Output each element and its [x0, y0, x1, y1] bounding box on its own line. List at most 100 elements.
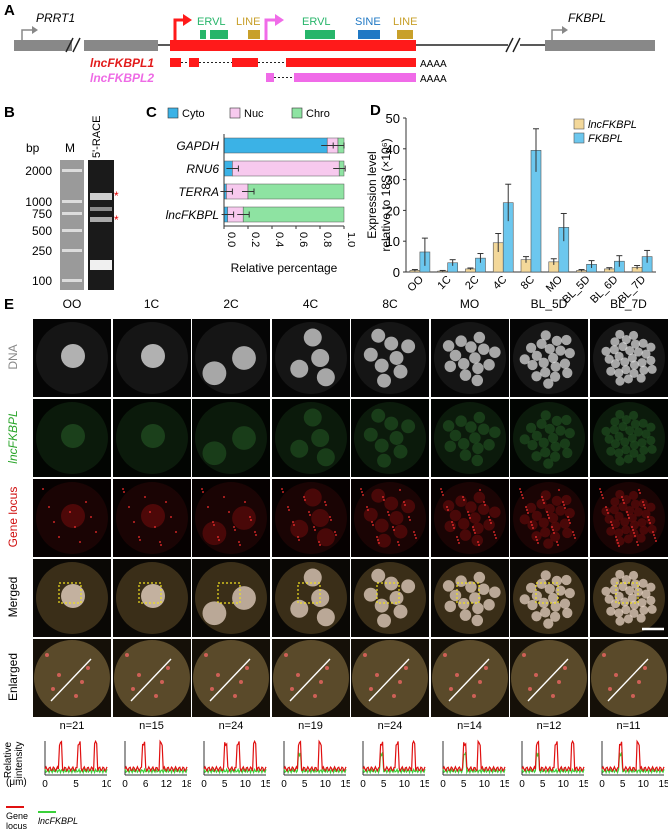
locus-spot — [651, 531, 654, 533]
locus-spot — [573, 534, 575, 536]
image-render-4c-3 — [274, 562, 347, 634]
break-mark-1b — [72, 37, 81, 53]
nucleus — [202, 601, 227, 626]
locus-spot — [127, 506, 130, 508]
nucleus — [464, 581, 477, 593]
nucleus — [459, 609, 471, 621]
y-tick-label-30: 30 — [386, 173, 400, 188]
nucleus — [536, 498, 547, 510]
nucleus — [525, 342, 537, 354]
locus-spot — [392, 694, 396, 698]
nucleus — [544, 423, 555, 434]
nucleus — [531, 430, 542, 442]
locus-spot — [369, 687, 373, 691]
locus-spot — [80, 680, 84, 684]
image-enlarged-4c — [271, 639, 350, 717]
race-band-3 — [90, 217, 112, 222]
locus-spot — [324, 504, 327, 506]
nucleus — [363, 347, 378, 362]
nucleus — [459, 369, 471, 381]
nucleus — [628, 490, 638, 500]
nucleus — [638, 418, 648, 428]
profile-x-tick-15: 15 — [658, 779, 668, 790]
locus-spot — [334, 534, 337, 536]
nucleus — [627, 513, 637, 523]
column-label-bl_5d: BL_5D — [530, 297, 568, 311]
nucleus — [604, 594, 614, 604]
locus-spot — [360, 488, 362, 490]
nucleus — [202, 441, 227, 466]
profile-plot-8c: 0 5 10 15 — [360, 739, 431, 790]
locus-spot — [42, 488, 44, 490]
x-tick-label-2c: 2C — [463, 274, 481, 292]
nucleus — [627, 433, 637, 443]
image-render-bl_7d-3 — [592, 562, 665, 634]
image-render-2c-0 — [195, 322, 267, 394]
category-label-rnu6: RNU6 — [186, 162, 219, 176]
locus-spot — [633, 535, 636, 537]
embryo-outline — [195, 402, 267, 474]
fkbpl-arrow-icon — [551, 29, 562, 40]
image-render-8c-1 — [354, 402, 426, 474]
locus-spot — [233, 694, 237, 698]
locus-spot — [551, 526, 553, 528]
nucleus — [401, 579, 416, 594]
polya-tail-lnc1: AAAA — [420, 59, 447, 70]
locus-spot — [53, 521, 55, 523]
nucleus — [547, 592, 559, 604]
image-render-8c-4 — [352, 640, 428, 716]
locus-spot — [439, 488, 442, 490]
profile-x-tick-12: 12 — [160, 779, 172, 790]
nucleus — [531, 451, 542, 462]
nucleus — [384, 576, 399, 591]
nucleus — [630, 499, 640, 509]
profile-line — [606, 658, 649, 702]
locus-spot — [413, 531, 415, 533]
nucleus — [310, 349, 329, 367]
nucleus — [471, 522, 484, 535]
nucleus — [629, 600, 639, 610]
locus-spot — [487, 516, 490, 518]
nucleus — [61, 344, 85, 368]
profile-legend-label-0: Gene locus — [6, 811, 29, 831]
locus-spot — [159, 544, 162, 546]
nucleus — [384, 416, 399, 431]
locus-spot — [521, 494, 523, 496]
nucleus — [636, 518, 647, 528]
nucleus — [316, 368, 335, 387]
image-render-oo-0 — [36, 322, 108, 394]
nucleus — [645, 502, 655, 512]
nucleus — [624, 585, 634, 596]
nucleus — [374, 358, 389, 373]
locus-spot — [57, 673, 61, 677]
locus-spot — [542, 499, 544, 501]
nucleus — [289, 519, 308, 538]
image-gene-locus-2c — [192, 479, 270, 557]
nucleus — [374, 438, 389, 453]
image-dna-2c — [192, 319, 270, 397]
image-merged-bl_5d — [510, 559, 588, 637]
locus-spot — [528, 687, 532, 691]
nucleus — [310, 429, 329, 447]
nucleus — [633, 507, 643, 517]
locus-spot — [238, 541, 240, 543]
nucleus — [540, 330, 551, 341]
locus-spot — [204, 653, 208, 657]
repeat-label-ervl-1: ERVL — [197, 16, 226, 28]
locus-spot — [643, 507, 646, 509]
profile-x-tick-15: 15 — [578, 779, 588, 790]
line-block-1 — [248, 30, 260, 39]
legend-label-lncfkbpl: lncFKBPL — [588, 119, 637, 131]
locus-spot — [159, 680, 164, 684]
locus-spot — [130, 687, 135, 691]
locus-spot — [153, 526, 156, 528]
nucleus — [623, 454, 633, 464]
locus-spot — [564, 507, 566, 509]
locus-spot — [58, 536, 60, 538]
nucleus — [617, 341, 627, 352]
nucleus — [488, 346, 501, 358]
locus-spot — [461, 496, 464, 498]
nucleus — [559, 438, 571, 449]
nucleus — [303, 408, 322, 427]
nucleus — [645, 342, 655, 352]
